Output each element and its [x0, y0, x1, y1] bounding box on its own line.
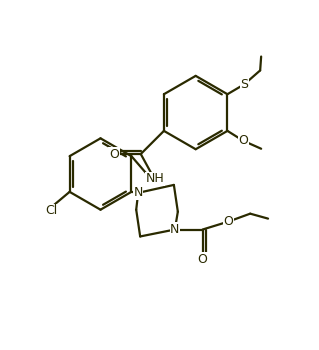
Text: O: O	[238, 134, 248, 147]
Text: NH: NH	[145, 172, 164, 185]
Text: Cl: Cl	[45, 204, 57, 217]
Text: N: N	[133, 186, 143, 200]
Text: O: O	[223, 215, 233, 228]
Text: O: O	[198, 253, 208, 266]
Text: S: S	[240, 78, 248, 91]
Text: N: N	[170, 223, 180, 236]
Text: O: O	[109, 147, 119, 161]
